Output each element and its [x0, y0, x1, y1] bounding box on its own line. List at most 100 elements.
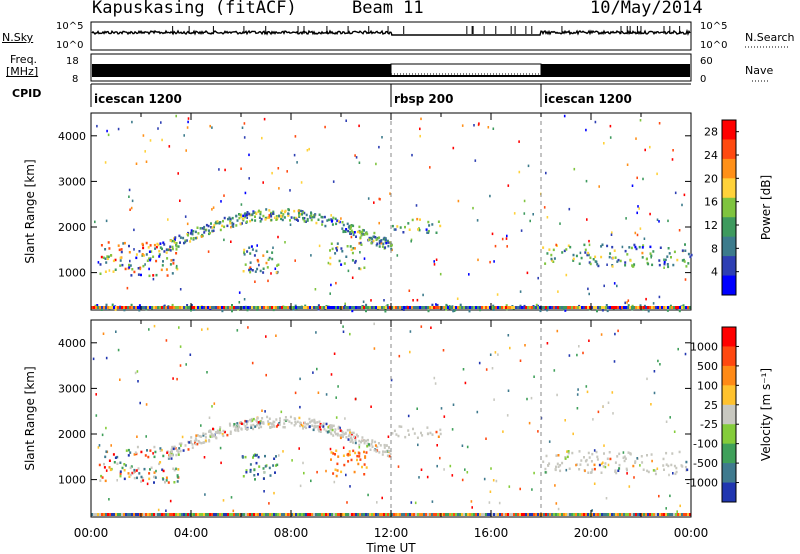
echo-pixel — [308, 425, 311, 429]
echo-pixel — [275, 334, 277, 337]
ground-pixel — [415, 513, 417, 516]
echo-pixel — [167, 457, 170, 460]
ground-pixel — [583, 306, 585, 309]
echo-pixel — [274, 267, 277, 270]
echo-pixel — [489, 490, 492, 493]
echo-pixel — [588, 292, 590, 296]
ground-pixel — [527, 306, 529, 309]
echo-pixel — [186, 126, 189, 129]
echo-pixel — [652, 250, 655, 253]
echo-pixel — [340, 247, 343, 250]
echo-pixel — [420, 117, 422, 121]
echo-pixel — [294, 259, 296, 262]
echo-pixel — [381, 245, 384, 248]
echo-pixel — [548, 440, 551, 443]
echo-pixel — [548, 248, 551, 251]
echo-pixel — [598, 185, 600, 188]
echo-pixel — [304, 220, 307, 223]
colorbar-swatch — [722, 139, 736, 160]
echo-pixel — [347, 269, 350, 273]
ground-pixel — [399, 306, 401, 309]
echo-pixel — [203, 225, 206, 229]
echo-pixel — [313, 420, 316, 423]
echo-pixel — [129, 264, 132, 267]
echo-pixel — [242, 475, 245, 478]
ground-pixel — [547, 513, 549, 516]
echo-pixel — [248, 153, 250, 157]
ground-pixel — [679, 306, 681, 309]
echo-pixel — [179, 288, 182, 291]
ground-pixel — [247, 306, 249, 309]
echo-pixel — [333, 352, 336, 355]
echo-pixel — [335, 222, 338, 226]
echo-pixel — [157, 127, 159, 130]
echo-pixel — [255, 461, 258, 465]
echo-pixel — [301, 213, 303, 216]
ground-pixel — [183, 306, 185, 309]
echo-pixel — [176, 267, 179, 271]
echo-pixel — [342, 446, 345, 449]
ground-pixel — [145, 513, 147, 516]
echo-pixel — [684, 278, 687, 281]
echo-pixel — [542, 460, 545, 463]
echo-pixel — [385, 450, 388, 453]
echo-pixel — [213, 402, 216, 405]
ground-pixel — [625, 513, 627, 516]
echo-pixel — [527, 164, 530, 168]
ground-pixel — [555, 306, 557, 309]
echo-pixel — [586, 253, 589, 257]
ground-pixel — [425, 306, 427, 309]
echo-pixel — [443, 415, 446, 418]
ground-pixel — [119, 513, 121, 516]
ground-pixel — [301, 306, 303, 309]
echo-pixel — [641, 251, 644, 255]
ground-pixel — [161, 513, 163, 516]
echo-pixel — [635, 137, 637, 140]
velocity-colorbar — [722, 327, 736, 503]
echo-pixel — [290, 421, 293, 425]
echo-pixel — [280, 217, 283, 221]
echo-pixel — [641, 246, 644, 249]
echo-pixel — [172, 447, 175, 451]
ground-pixel — [133, 513, 135, 516]
echo-pixel — [342, 454, 345, 457]
ground-pixel — [663, 306, 665, 309]
echo-pixel — [374, 236, 377, 239]
echo-pixel — [388, 241, 391, 244]
echo-pixel — [361, 436, 364, 439]
echo-pixel — [230, 240, 232, 243]
x-tick-label: 20:00 — [574, 526, 609, 540]
echo-pixel — [650, 256, 652, 259]
echo-pixel — [365, 466, 368, 469]
ground-pixel — [395, 306, 397, 309]
echo-pixel — [244, 191, 247, 195]
ground-pixel — [413, 513, 415, 516]
echo-pixel — [121, 263, 124, 267]
ground-pixel — [91, 306, 93, 309]
echo-pixel — [376, 445, 379, 449]
echo-pixel — [171, 239, 173, 243]
echo-pixel — [302, 461, 304, 465]
echo-pixel — [387, 435, 390, 438]
echo-pixel — [137, 380, 139, 383]
echo-pixel — [429, 431, 432, 435]
echo-pixel — [293, 424, 296, 427]
ground-pixel — [123, 306, 125, 309]
echo-pixel — [99, 263, 102, 266]
echo-pixel — [266, 216, 269, 220]
ground-pixel — [545, 306, 547, 309]
echo-pixel — [378, 236, 381, 239]
echo-pixel — [361, 439, 363, 443]
echo-pixel — [349, 231, 352, 234]
echo-pixel — [197, 232, 200, 235]
echo-pixel — [140, 480, 143, 483]
ground-pixel — [553, 513, 555, 516]
echo-pixel — [608, 255, 611, 259]
ground-pixel — [599, 513, 601, 516]
echo-pixel — [610, 233, 613, 236]
ground-pixel — [647, 513, 649, 516]
echo-pixel — [378, 197, 381, 201]
echo-pixel — [341, 250, 344, 253]
echo-pixel — [356, 454, 359, 458]
echo-pixel — [337, 220, 340, 223]
